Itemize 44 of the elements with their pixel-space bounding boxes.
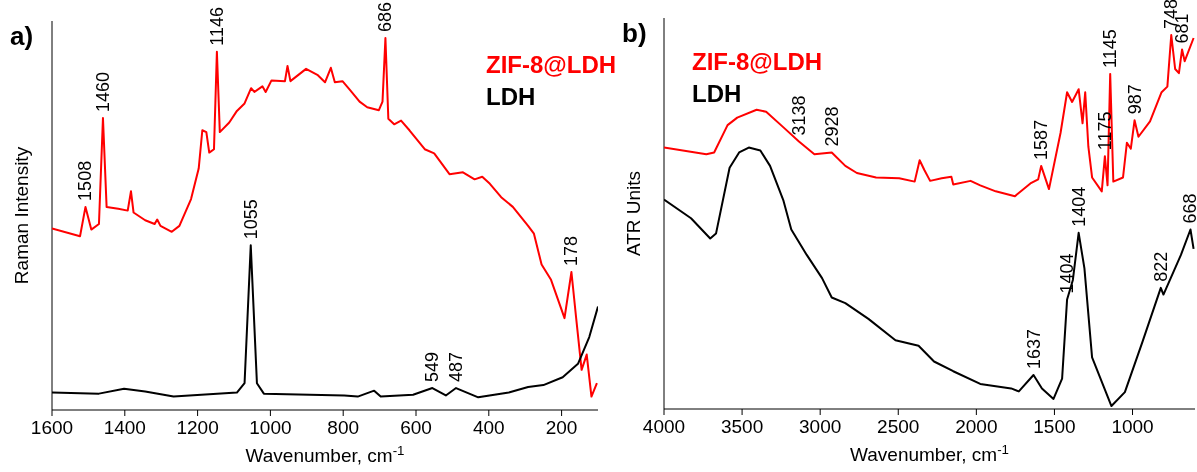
- annotation: 822: [1150, 251, 1171, 282]
- annotation: 1404: [1057, 253, 1078, 294]
- annotation: 178: [561, 235, 582, 266]
- text: LDH: [486, 83, 536, 110]
- x-tick-label: 1600: [30, 417, 74, 438]
- annotation: 549: [422, 352, 443, 383]
- annotation: 987: [1124, 84, 1145, 115]
- annotation: 1055: [240, 199, 261, 240]
- annotation: 1404: [1068, 186, 1089, 227]
- x-tick-label: 2500: [877, 416, 920, 437]
- x-tick-label: 1200: [176, 417, 219, 438]
- x-tick-label: 1400: [103, 417, 146, 438]
- annotation: 1508: [75, 160, 96, 201]
- annotation: 1460: [92, 71, 113, 112]
- annotation: 1175: [1094, 111, 1115, 151]
- annotation: 1146: [206, 7, 227, 46]
- annotation: 2928: [821, 106, 842, 147]
- annotation: 1587: [1031, 119, 1052, 160]
- text: ZIF-8@LDH: [486, 51, 617, 78]
- annotation: 686: [375, 1, 396, 32]
- x-tick-label: 1500: [1033, 416, 1076, 437]
- x-axis-title: Wavenumber, cm$^{-1}$: [850, 441, 1009, 465]
- annotation: 487: [446, 352, 467, 383]
- chart-title: b): [622, 18, 647, 48]
- x-tick-label: 200: [545, 417, 578, 438]
- x-tick-label: 400: [472, 417, 505, 438]
- x-tick-label: 1000: [249, 417, 292, 438]
- x-tick-label: 1000: [1111, 416, 1154, 437]
- annotation: 668: [1180, 193, 1197, 224]
- x-tick-label: 2000: [955, 416, 998, 437]
- annotation: 3138: [788, 95, 809, 136]
- series-label: LDH: [692, 80, 742, 107]
- annotation: 1145: [1100, 29, 1121, 68]
- x-tick-label: 3000: [799, 416, 842, 437]
- y-axis-title: ATR Units: [623, 170, 644, 257]
- y-axis-title: Raman Intensity: [11, 146, 32, 285]
- x-tick-label: 800: [327, 417, 360, 438]
- annotation: 1637: [1023, 328, 1044, 369]
- text: ZIF-8@LDH: [692, 48, 823, 75]
- x-axis-title: Wavenumber, cm$^{-1}$: [245, 442, 405, 466]
- x-tick-label: 4000: [642, 416, 686, 437]
- chart-title: a): [10, 21, 34, 51]
- x-tick-label: 3500: [720, 416, 764, 437]
- x-tick-label: 600: [400, 417, 432, 438]
